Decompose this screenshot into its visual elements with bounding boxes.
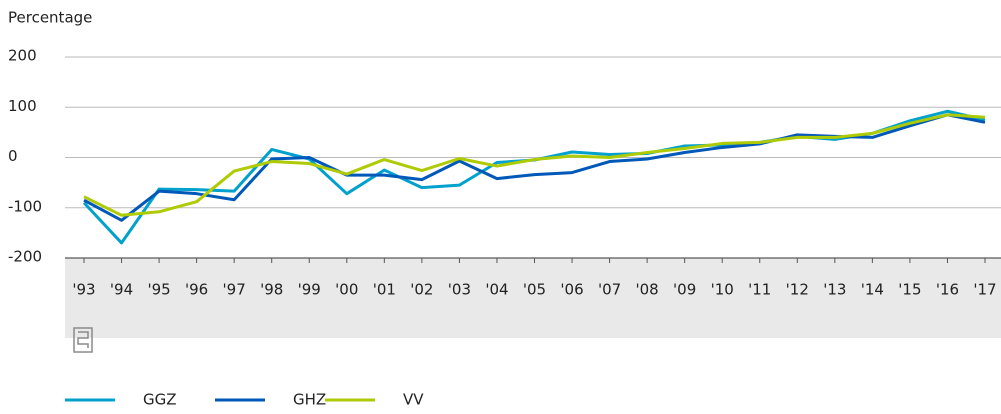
legend-label: VV — [403, 391, 424, 409]
x-tick-label: '00 — [335, 281, 358, 299]
x-tick-label: '08 — [636, 281, 659, 299]
y-tick-label: 0 — [8, 147, 18, 165]
x-tick-label: '01 — [373, 281, 396, 299]
x-tick-label: '03 — [448, 281, 471, 299]
x-tick-label: '07 — [598, 281, 621, 299]
x-tick-label: '95 — [147, 281, 170, 299]
y-axis-title: Percentage — [8, 9, 92, 27]
x-tick-label: '10 — [711, 281, 734, 299]
x-tick-label: '16 — [936, 281, 959, 299]
x-tick-label: '09 — [673, 281, 696, 299]
y-tick-label: 200 — [8, 47, 37, 65]
y-tick-label: -100 — [8, 197, 42, 215]
series-line — [82, 109, 986, 245]
x-tick-label: '04 — [485, 281, 508, 299]
axis-band — [65, 258, 1001, 338]
x-tick-label: '13 — [823, 281, 846, 299]
x-tick-label: '97 — [223, 281, 246, 299]
x-tick-label: '02 — [410, 281, 433, 299]
x-tick-label: '15 — [898, 281, 921, 299]
x-tick-label: '06 — [560, 281, 583, 299]
x-tick-label: '17 — [973, 281, 996, 299]
x-tick-label: '14 — [861, 281, 884, 299]
x-tick-label: '05 — [523, 281, 546, 299]
x-tick-label: '98 — [260, 281, 283, 299]
series-line — [83, 113, 986, 222]
x-tick-label: '12 — [786, 281, 809, 299]
legend-label: GGZ — [143, 391, 177, 409]
logo — [73, 327, 93, 353]
x-tick-label: '11 — [748, 281, 771, 299]
y-tick-label: 100 — [8, 97, 37, 115]
y-tick-label: -200 — [8, 248, 42, 266]
x-tick-label: '93 — [72, 281, 95, 299]
legend-label: GHZ — [293, 391, 326, 409]
x-tick-label: '99 — [298, 281, 321, 299]
x-tick-label: '94 — [110, 281, 133, 299]
series-line — [83, 113, 986, 217]
x-tick-label: '96 — [185, 281, 208, 299]
